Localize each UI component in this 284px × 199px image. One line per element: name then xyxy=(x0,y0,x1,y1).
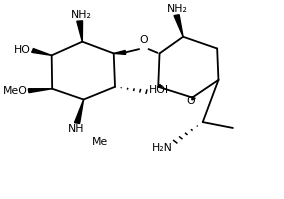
Text: NH₂: NH₂ xyxy=(70,10,91,20)
Polygon shape xyxy=(77,21,83,42)
Polygon shape xyxy=(158,84,162,87)
Text: HO: HO xyxy=(14,46,30,56)
Polygon shape xyxy=(114,51,126,54)
Polygon shape xyxy=(28,89,52,93)
Text: MeO: MeO xyxy=(3,86,27,96)
Polygon shape xyxy=(74,100,83,123)
Polygon shape xyxy=(174,15,183,37)
Polygon shape xyxy=(192,98,195,100)
Text: NH: NH xyxy=(68,124,84,134)
Text: NH₂: NH₂ xyxy=(167,4,188,14)
Polygon shape xyxy=(32,49,52,55)
Text: O: O xyxy=(186,96,195,105)
Text: HOI: HOI xyxy=(149,85,169,95)
Text: H₂N: H₂N xyxy=(152,143,173,153)
Text: O: O xyxy=(139,35,148,45)
Text: Me: Me xyxy=(91,137,108,147)
